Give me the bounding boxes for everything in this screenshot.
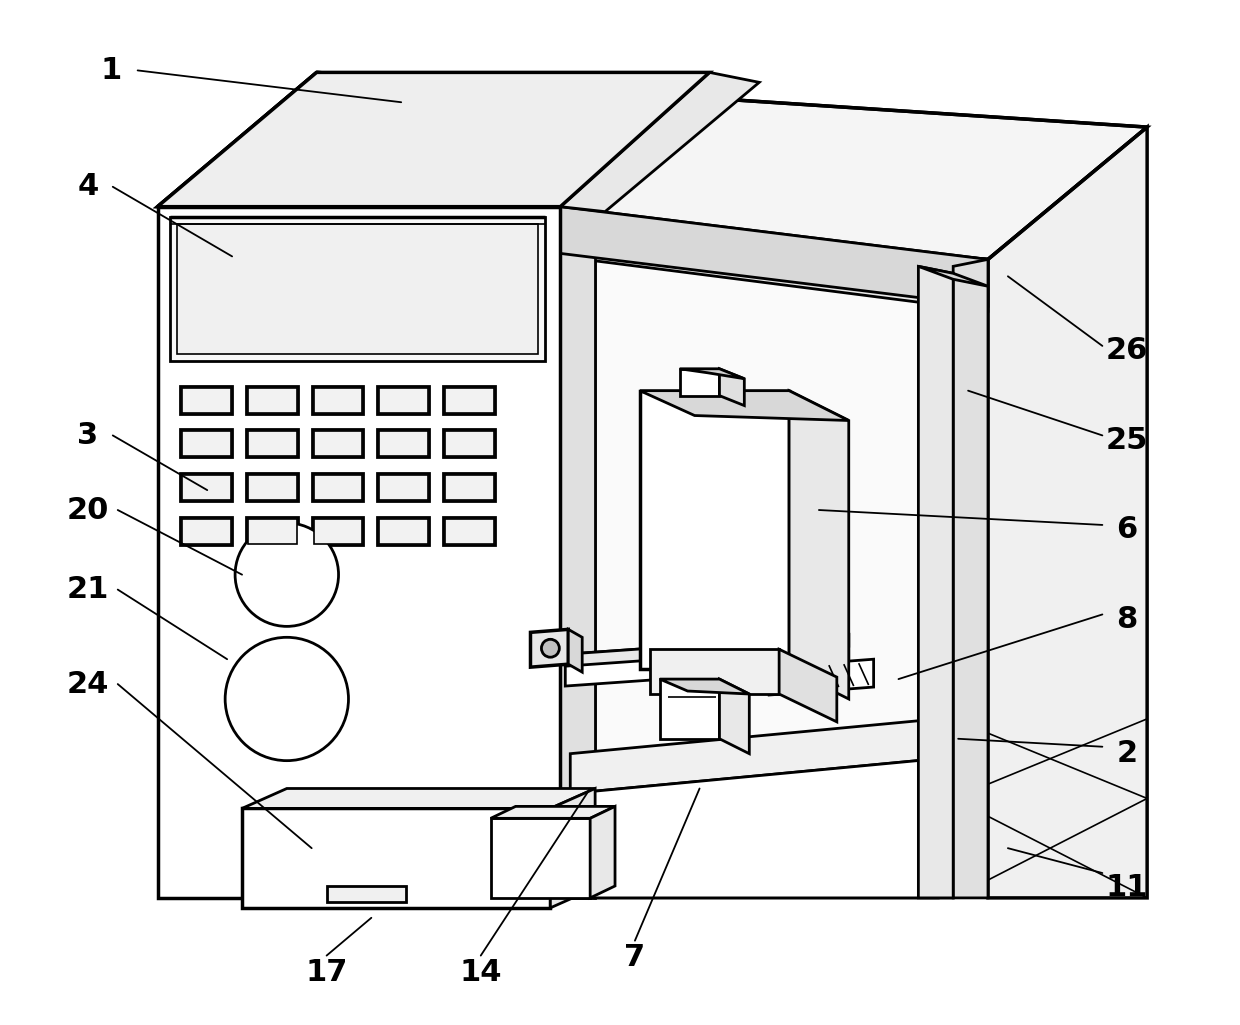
Polygon shape xyxy=(919,266,954,898)
Polygon shape xyxy=(242,788,595,809)
Text: 6: 6 xyxy=(1116,516,1138,544)
Bar xyxy=(443,517,495,545)
Bar xyxy=(311,385,363,413)
Bar xyxy=(246,429,298,457)
Text: 21: 21 xyxy=(67,575,109,604)
Bar xyxy=(242,809,551,908)
Polygon shape xyxy=(551,788,595,908)
Bar xyxy=(311,429,363,457)
Bar xyxy=(379,432,428,456)
Polygon shape xyxy=(988,127,1147,898)
Text: 24: 24 xyxy=(67,669,109,699)
Polygon shape xyxy=(157,207,560,898)
Polygon shape xyxy=(177,223,538,354)
Text: 3: 3 xyxy=(77,421,98,450)
Polygon shape xyxy=(560,73,759,211)
Bar xyxy=(311,474,363,501)
Polygon shape xyxy=(560,207,988,306)
Polygon shape xyxy=(680,369,719,396)
Polygon shape xyxy=(560,207,595,898)
Polygon shape xyxy=(769,659,874,695)
Bar xyxy=(326,886,407,902)
Bar xyxy=(180,429,232,457)
Polygon shape xyxy=(590,807,615,898)
Text: 26: 26 xyxy=(1106,336,1148,365)
Polygon shape xyxy=(491,807,615,818)
Polygon shape xyxy=(919,266,988,286)
Polygon shape xyxy=(779,649,837,722)
Bar xyxy=(443,429,495,457)
Bar xyxy=(445,476,494,500)
Bar xyxy=(314,432,362,456)
Polygon shape xyxy=(719,369,744,406)
Bar xyxy=(443,474,495,501)
Bar xyxy=(182,432,231,456)
Polygon shape xyxy=(640,391,848,420)
Bar xyxy=(182,519,231,544)
Polygon shape xyxy=(531,629,568,667)
Text: 1: 1 xyxy=(100,56,122,85)
Bar xyxy=(379,387,428,412)
Bar xyxy=(314,476,362,500)
Bar xyxy=(246,517,298,545)
Bar xyxy=(180,474,232,501)
Circle shape xyxy=(542,640,559,657)
Bar xyxy=(248,387,296,412)
Text: 4: 4 xyxy=(77,172,98,201)
Bar xyxy=(377,517,429,545)
Bar xyxy=(314,387,362,412)
Text: 17: 17 xyxy=(305,958,347,987)
Polygon shape xyxy=(595,223,954,898)
Polygon shape xyxy=(570,758,939,898)
Polygon shape xyxy=(157,73,709,207)
Bar xyxy=(445,519,494,544)
Bar xyxy=(180,517,232,545)
Bar xyxy=(182,387,231,412)
Bar xyxy=(445,432,494,456)
Text: 25: 25 xyxy=(1106,426,1148,455)
Bar xyxy=(248,519,296,544)
Polygon shape xyxy=(660,680,749,694)
Polygon shape xyxy=(680,369,744,378)
Polygon shape xyxy=(570,719,939,793)
Text: 8: 8 xyxy=(1116,605,1138,633)
Polygon shape xyxy=(157,73,1147,259)
Bar xyxy=(379,519,428,544)
Circle shape xyxy=(236,523,339,626)
Bar xyxy=(246,474,298,501)
Polygon shape xyxy=(660,680,719,739)
Polygon shape xyxy=(954,259,988,898)
Polygon shape xyxy=(565,634,848,686)
Text: 20: 20 xyxy=(67,495,109,525)
Polygon shape xyxy=(568,629,583,672)
Bar xyxy=(377,429,429,457)
Polygon shape xyxy=(560,207,988,312)
Bar xyxy=(491,818,590,898)
Bar xyxy=(182,476,231,500)
Bar xyxy=(377,385,429,413)
Text: 14: 14 xyxy=(460,958,502,987)
Bar xyxy=(248,476,296,500)
Bar xyxy=(246,385,298,413)
Polygon shape xyxy=(789,391,848,699)
Polygon shape xyxy=(719,680,749,753)
Bar xyxy=(379,476,428,500)
Bar xyxy=(180,385,232,413)
Text: 2: 2 xyxy=(1117,739,1138,768)
Bar xyxy=(443,385,495,413)
Bar xyxy=(377,474,429,501)
Bar xyxy=(311,517,363,545)
Polygon shape xyxy=(170,216,546,361)
Text: 11: 11 xyxy=(1106,873,1148,902)
Polygon shape xyxy=(565,634,848,666)
Bar xyxy=(445,387,494,412)
Text: 7: 7 xyxy=(625,943,646,972)
Polygon shape xyxy=(650,649,779,694)
Polygon shape xyxy=(640,391,789,669)
Bar xyxy=(248,432,296,456)
Circle shape xyxy=(226,638,348,761)
Bar xyxy=(314,519,362,544)
